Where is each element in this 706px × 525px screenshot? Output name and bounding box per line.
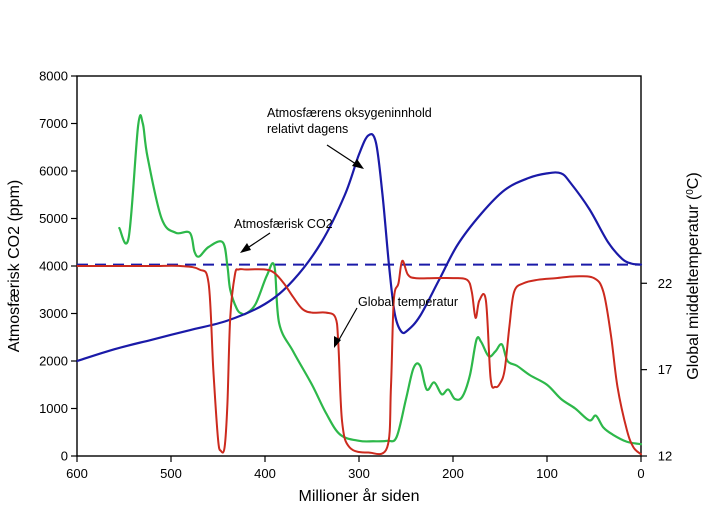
- x-tick-label: 500: [160, 466, 182, 481]
- y2-axis-title: Global middeltemperatur (0C): [685, 172, 703, 379]
- annotation-oxygen-arrowhead: [352, 159, 364, 169]
- x-tick-label: 600: [66, 466, 88, 481]
- svg-text:Atmosfærens oksygeninnhold: Atmosfærens oksygeninnhold relativt dage…: [267, 106, 435, 136]
- y-tick-label: 6000: [39, 164, 68, 179]
- y2-axis-title-sup: 0: [685, 189, 696, 195]
- y2-tick-label: 17: [658, 362, 672, 377]
- annotation-temperature-label: Global temperatur: [358, 295, 458, 309]
- y-tick-label: 1000: [39, 401, 68, 416]
- x-axis-title: Millioner år siden: [299, 487, 420, 505]
- y-tick-label: 0: [61, 449, 68, 464]
- y2-axis-title-base: Global middeltemperatur (: [685, 194, 702, 380]
- annotation-temperature-arrowhead: [334, 336, 341, 348]
- x-tick-label: 400: [254, 466, 276, 481]
- y-axis-title: Atmosfærisk CO2 (ppm): [6, 180, 23, 352]
- annotation-temperature-arrow: [335, 307, 358, 346]
- x-tick-label: 0: [637, 466, 644, 481]
- series-co2-line: [118, 114, 643, 446]
- x-tick-label: 300: [348, 466, 370, 481]
- annotation-oxygen-line2: relativt dagens: [267, 122, 348, 136]
- annotation-co2: Atmosfærisk CO2: [234, 217, 333, 253]
- y-tick-label: 8000: [39, 69, 68, 84]
- y2-tick-label: 12: [658, 449, 672, 464]
- annotation-temperature: Global temperatur: [334, 295, 458, 348]
- y2-axis-title-unit: C): [685, 172, 702, 189]
- series-temperature-line: [76, 259, 642, 456]
- y-tick-label: 5000: [39, 211, 68, 226]
- x-tick-label: 100: [536, 466, 558, 481]
- annotation-co2-arrowhead: [240, 243, 251, 253]
- x-tick-label: 200: [442, 466, 464, 481]
- series-oxygen-line: [75, 132, 643, 363]
- y2-tick-label: 22: [658, 276, 672, 291]
- y-tick-label: 7000: [39, 116, 68, 131]
- annotation-oxygen-line1: Atmosfærens oksygeninnhold: [267, 106, 432, 120]
- series-layer: [75, 114, 643, 456]
- y-tick-label: 2000: [39, 354, 68, 369]
- y-tick-label: 4000: [39, 259, 68, 274]
- tick-layer: 600 500 400 300 200 100 0010002000300040005000…: [39, 69, 672, 482]
- annotation-co2-label: Atmosfærisk CO2: [234, 217, 333, 231]
- y-tick-label: 3000: [39, 306, 68, 321]
- annotation-oxygen: Atmosfærens oksygeninnhold relativt dage…: [267, 106, 435, 169]
